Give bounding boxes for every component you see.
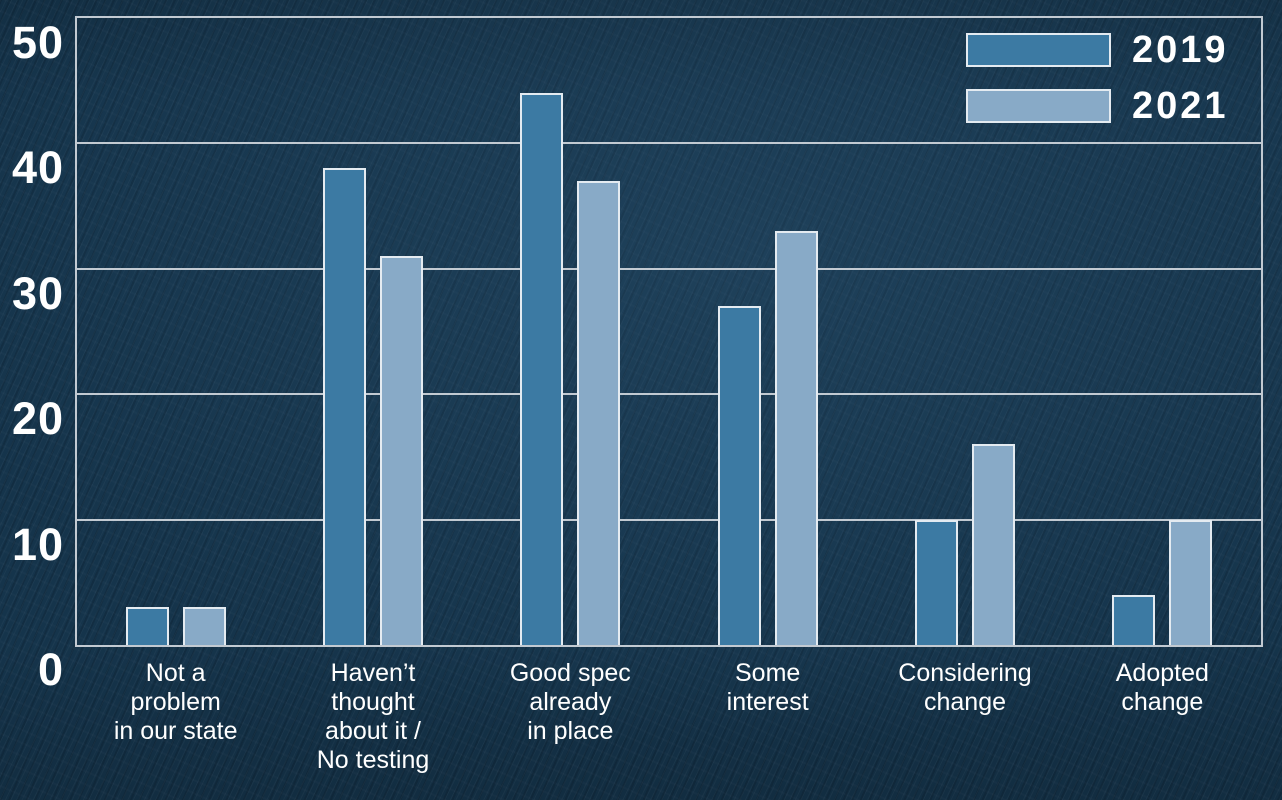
y-tick-label-40: 40 (11, 142, 64, 194)
legend-swatch-2019 (966, 33, 1111, 67)
bar-2019-category-4 (717, 306, 761, 645)
y-tick-label-20: 20 (11, 393, 64, 445)
legend: 2019 2021 (966, 29, 1229, 145)
x-axis-label-2: Haven’t thought about it / No testing (316, 659, 430, 774)
bar-2021-category-5 (972, 444, 1015, 645)
gridline-40 (77, 142, 1261, 145)
bar-2021-category-4 (774, 231, 818, 645)
bar-2019-category-1 (125, 607, 169, 645)
x-axis-label-4: Some interest (726, 659, 809, 716)
gridline-10 (77, 518, 1261, 521)
bar-2021-category-2 (380, 256, 423, 645)
legend-row-2021: 2021 (966, 85, 1229, 127)
plot-area (75, 16, 1263, 647)
legend-label-2021: 2021 (1132, 85, 1229, 127)
bar-2021-category-3 (577, 181, 621, 645)
x-axis-label-3: Good spec already in place (509, 659, 631, 745)
bar-2019-category-2 (323, 168, 366, 645)
bar-2019-category-5 (915, 519, 958, 645)
bar-2021-category-1 (182, 607, 226, 645)
y-tick-label-30: 30 (11, 267, 64, 319)
legend-label-2019: 2019 (1132, 29, 1229, 71)
bar-2019-category-6 (1112, 594, 1156, 645)
bar-2019-category-3 (520, 93, 564, 645)
x-axis-label-5: Considering change (898, 659, 1032, 716)
gridline-30 (77, 267, 1261, 270)
y-tick-label-10: 10 (11, 518, 64, 570)
y-tick-label-50: 50 (11, 17, 64, 68)
y-tick-label-0: 0 (37, 644, 64, 695)
x-axis-label-6: Adopted change (1115, 659, 1209, 716)
x-axis-label-1: Not a problem in our state (113, 659, 238, 745)
legend-row-2019: 2019 (966, 29, 1229, 71)
legend-swatch-2021 (966, 89, 1111, 123)
gridline-20 (77, 393, 1261, 396)
bar-2021-category-6 (1169, 519, 1213, 645)
